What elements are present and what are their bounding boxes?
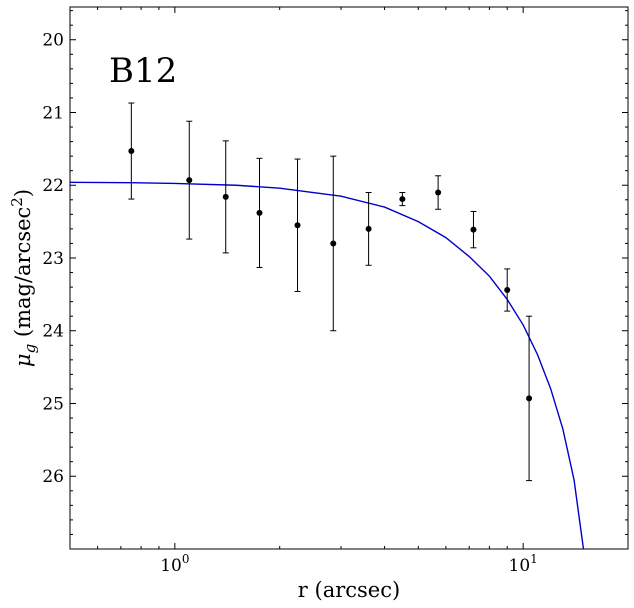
y-tick-label: 23 <box>42 249 64 269</box>
data-point <box>504 268 511 312</box>
model-layer <box>70 181 585 549</box>
x-axis-ticks: 100 101 <box>69 7 629 576</box>
point-marker <box>128 148 135 155</box>
point-marker <box>222 193 229 200</box>
point-marker <box>294 222 301 229</box>
y-tick-label: 26 <box>42 467 64 487</box>
data-point <box>222 140 229 254</box>
y-axis-label: μg (mag/arcsec2) <box>8 189 39 367</box>
model-curve <box>70 181 585 549</box>
y-axis-label-unit-close: ) <box>11 189 35 197</box>
x-axis-label: r (arcsec) <box>298 578 400 602</box>
point-marker <box>256 209 263 216</box>
y-axis-label-unit: (mag/arcsec <box>11 207 35 344</box>
x-tick-label: 101 <box>509 552 538 576</box>
points-layer <box>128 102 533 482</box>
x-tick-label-base: 10 <box>509 556 531 576</box>
point-marker <box>526 395 533 402</box>
point-marker <box>330 240 337 247</box>
data-point <box>128 102 135 200</box>
y-tick-label: 20 <box>42 31 64 51</box>
y-tick-label: 22 <box>42 176 64 196</box>
x-tick-label-exponent: 0 <box>182 552 190 566</box>
point-marker <box>399 196 406 203</box>
data-point <box>186 120 193 240</box>
data-point <box>399 192 406 207</box>
x-tick-label: 100 <box>160 552 189 576</box>
y-axis-ticks: 20 21 22 23 24 25 26 <box>42 10 628 535</box>
y-axis-label-symbol: μ <box>11 353 35 367</box>
point-marker <box>470 226 477 233</box>
y-axis-label-unit-exponent: 2 <box>8 197 26 207</box>
point-marker <box>365 225 372 232</box>
x-tick-label-base: 10 <box>160 556 182 576</box>
data-point <box>330 155 337 332</box>
data-point <box>435 175 442 210</box>
y-tick-label: 24 <box>42 322 64 342</box>
y-tick-label: 21 <box>42 103 64 123</box>
plot-frame <box>69 6 629 550</box>
data-point <box>294 158 301 292</box>
data-point <box>365 192 372 266</box>
point-marker <box>186 177 193 184</box>
x-tick-label-exponent: 1 <box>530 552 538 566</box>
panel-annotation: B12 <box>109 51 177 91</box>
y-axis-label-subscript: g <box>21 344 39 354</box>
data-point <box>526 315 533 482</box>
point-marker <box>435 189 442 196</box>
y-tick-label: 25 <box>42 394 64 414</box>
point-marker <box>504 287 511 294</box>
data-point <box>470 210 477 249</box>
data-point <box>256 157 263 268</box>
